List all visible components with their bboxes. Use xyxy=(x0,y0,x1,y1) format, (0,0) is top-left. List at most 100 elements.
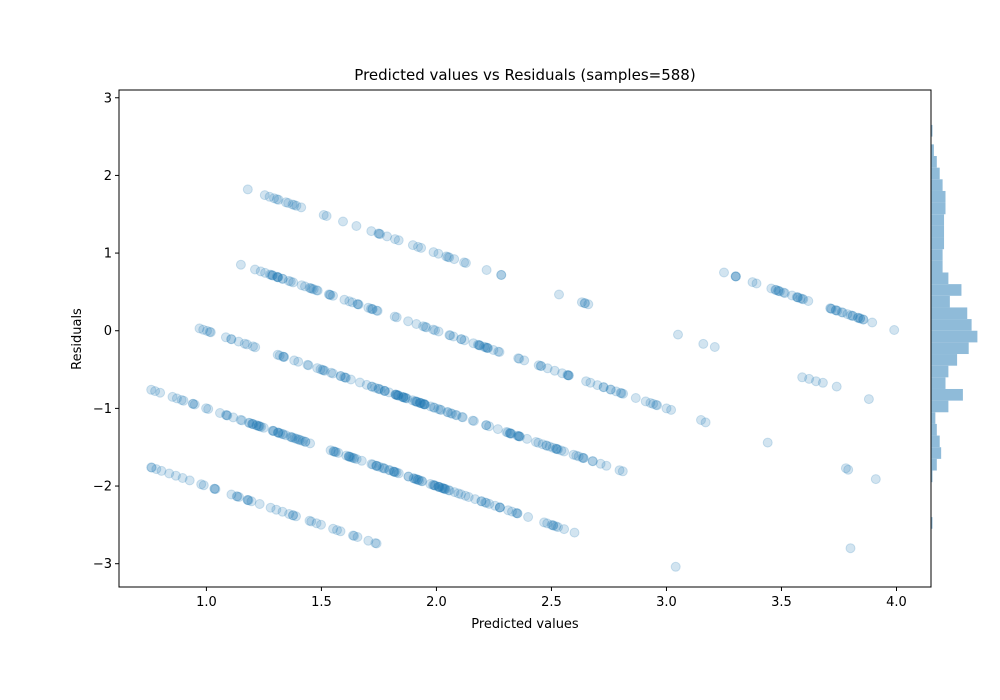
scatter-point xyxy=(492,424,503,435)
scatter-point xyxy=(552,444,563,455)
scatter-point xyxy=(247,418,258,429)
scatter-point xyxy=(496,269,507,280)
histogram-bar xyxy=(931,307,968,320)
scatter-point xyxy=(571,450,582,461)
x-tick-label: 1.0 xyxy=(196,595,217,610)
scatter-point xyxy=(289,433,300,444)
scatter-point xyxy=(481,497,492,508)
scatter-point xyxy=(440,484,451,495)
histogram-bar xyxy=(931,167,940,180)
scatter-point xyxy=(267,270,278,281)
scatter-point xyxy=(226,334,237,345)
scatter-point xyxy=(379,385,390,396)
scatter-point xyxy=(264,191,275,202)
scatter-point xyxy=(430,480,441,491)
scatter-point xyxy=(384,465,395,476)
scatter-point xyxy=(293,434,304,445)
scatter-point xyxy=(151,464,162,475)
y-axis-ticks: 3 2 1 0 −1 −2 −3 xyxy=(93,91,119,572)
scatter-point xyxy=(280,430,291,441)
scatter-point xyxy=(494,347,505,357)
scatter-point xyxy=(889,325,900,335)
scatter-point xyxy=(449,254,460,265)
histogram-bar xyxy=(931,400,949,413)
scatter-point xyxy=(254,421,265,432)
histogram-bar xyxy=(931,365,949,378)
scatter-point xyxy=(493,346,504,357)
scatter-point xyxy=(457,412,468,423)
scatter-point xyxy=(842,309,853,320)
scatter-point xyxy=(265,502,276,513)
scatter-point xyxy=(304,282,315,293)
scatter-point xyxy=(289,200,300,210)
histogram-bar xyxy=(931,330,978,343)
scatter-point xyxy=(388,466,399,477)
scatter-point xyxy=(442,252,453,262)
scatter-point xyxy=(255,266,266,277)
scatter-point xyxy=(205,327,216,338)
scatter-point xyxy=(512,508,523,519)
scatter-point xyxy=(341,450,352,461)
scatter-point xyxy=(618,388,629,399)
scatter-point xyxy=(176,395,187,405)
y-tick-label: 0 xyxy=(104,324,112,339)
scatter-point xyxy=(832,305,843,316)
scatter-point xyxy=(315,364,326,375)
scatter-point xyxy=(523,512,534,522)
scatter-point xyxy=(429,402,440,413)
scatter-point xyxy=(328,523,339,534)
scatter-point xyxy=(339,372,350,383)
scatter-point xyxy=(587,456,598,467)
chart-title: Predicted values vs Residuals (samples=5… xyxy=(354,66,695,84)
scatter-point xyxy=(762,437,773,448)
scatter-point xyxy=(222,410,233,421)
scatter-point xyxy=(645,398,656,408)
scatter-point xyxy=(370,382,381,393)
scatter-point xyxy=(280,197,291,208)
scatter-point xyxy=(778,287,789,298)
scatter-point xyxy=(554,289,564,300)
scatter-point xyxy=(146,384,157,395)
scatter-point xyxy=(402,393,412,404)
scatter-point xyxy=(494,502,505,513)
scatter-point xyxy=(374,461,385,472)
scatter-point xyxy=(304,515,315,526)
y-tick-label: 3 xyxy=(104,91,112,106)
scatter-point xyxy=(433,326,444,337)
scatter-point xyxy=(366,381,377,392)
scatter-point xyxy=(188,398,199,409)
scatter-point xyxy=(494,502,505,513)
scatter-point xyxy=(416,398,427,409)
scatter-point xyxy=(414,397,425,408)
scatter-point xyxy=(349,453,360,464)
scatter-point xyxy=(272,427,283,438)
x-tick-label: 1.5 xyxy=(311,595,332,610)
scatter-point xyxy=(325,290,336,300)
scatter-point xyxy=(268,426,279,437)
scatter-point xyxy=(237,415,247,426)
scatter-point xyxy=(569,527,580,538)
scatter-point xyxy=(390,389,401,400)
scatter-point xyxy=(673,329,683,340)
scatter-point xyxy=(209,483,220,494)
scatter-point xyxy=(300,281,310,292)
scatter-point xyxy=(167,391,178,402)
scatter-point xyxy=(512,508,523,519)
scatter-point xyxy=(870,474,881,485)
scatter-point xyxy=(305,438,316,449)
scatter-point xyxy=(467,415,478,426)
scatter-point xyxy=(433,481,444,492)
scatter-point xyxy=(480,342,491,353)
scatter-point xyxy=(441,251,452,262)
scatter-point xyxy=(774,286,785,297)
histogram-bar xyxy=(931,272,949,285)
scatter-point xyxy=(332,525,342,536)
scatter-point xyxy=(146,462,157,473)
scatter-point xyxy=(831,305,841,316)
scatter-point xyxy=(825,303,836,314)
scatter-point xyxy=(298,436,308,446)
scatter-point xyxy=(348,530,358,541)
scatter-point xyxy=(420,399,430,410)
scatter-point xyxy=(242,184,253,195)
